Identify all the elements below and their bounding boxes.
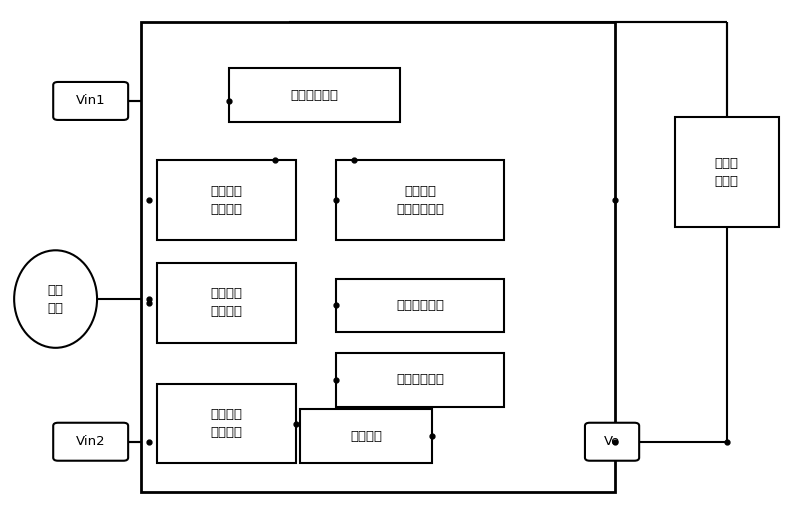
Text: Vo: Vo — [604, 435, 620, 448]
Bar — [157, 160, 296, 240]
Text: 开关电路单元: 开关电路单元 — [396, 299, 444, 312]
Text: Vin1: Vin1 — [76, 94, 106, 107]
Ellipse shape — [14, 250, 97, 348]
FancyBboxPatch shape — [54, 423, 128, 461]
Bar — [336, 160, 504, 240]
Text: 电源电路单元: 电源电路单元 — [290, 89, 338, 102]
Text: 交流
市电: 交流 市电 — [48, 284, 64, 315]
Bar — [336, 279, 504, 332]
Bar — [157, 384, 296, 463]
Text: 电压比较
驱动电路单元: 电压比较 驱动电路单元 — [396, 185, 444, 216]
Bar — [157, 263, 296, 343]
Bar — [229, 68, 400, 122]
FancyBboxPatch shape — [54, 82, 128, 120]
Text: 电流检测
电路单元: 电流检测 电路单元 — [210, 408, 242, 439]
Text: 移相元件: 移相元件 — [350, 430, 382, 443]
Text: 吸收电路单元: 吸收电路单元 — [396, 374, 444, 386]
Text: 整流滤波
电路单元: 整流滤波 电路单元 — [210, 287, 242, 318]
Bar — [300, 409, 432, 463]
Bar — [336, 353, 504, 407]
FancyBboxPatch shape — [585, 423, 639, 461]
Bar — [141, 22, 615, 492]
Text: 增益调节
电路单元: 增益调节 电路单元 — [210, 185, 242, 216]
Text: Vin2: Vin2 — [76, 435, 106, 448]
Text: 用户设
备电源: 用户设 备电源 — [715, 156, 739, 187]
Bar — [675, 117, 778, 227]
